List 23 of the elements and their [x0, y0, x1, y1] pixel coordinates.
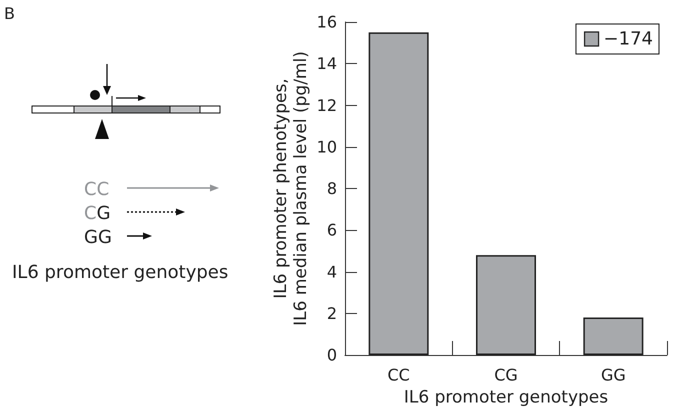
- y-tick-label: 0: [326, 346, 337, 364]
- text: CG: [84, 203, 111, 224]
- text: B: [4, 4, 15, 23]
- y-tick-label: 10: [316, 137, 337, 156]
- bar: [583, 318, 644, 355]
- x-axis-title: IL6 promoter genotypes: [404, 388, 608, 408]
- y-axis-title: IL6 promoter phenotypes, IL6 median plasma level (pg/ml): [271, 51, 311, 326]
- bar: [368, 32, 429, 355]
- y-tick-label: 4: [326, 262, 337, 282]
- y-tick-label: 8: [326, 179, 337, 198]
- legend-label: −174: [604, 28, 654, 50]
- bar: [476, 255, 536, 355]
- y-tick-label: 2: [326, 304, 337, 323]
- y-tick-label: 14: [316, 54, 337, 74]
- y-tick-label: 12: [316, 96, 337, 115]
- text: IL6 promoter genotypes: [12, 262, 228, 283]
- y-tick-label: 16: [316, 12, 337, 32]
- text: GG: [84, 227, 112, 248]
- text: CC: [84, 179, 110, 200]
- x-tick-label: CG: [494, 366, 518, 384]
- y-tick-label: 6: [326, 220, 337, 240]
- x-tick-label: GG: [600, 366, 626, 384]
- x-tick-label: CC: [387, 366, 410, 384]
